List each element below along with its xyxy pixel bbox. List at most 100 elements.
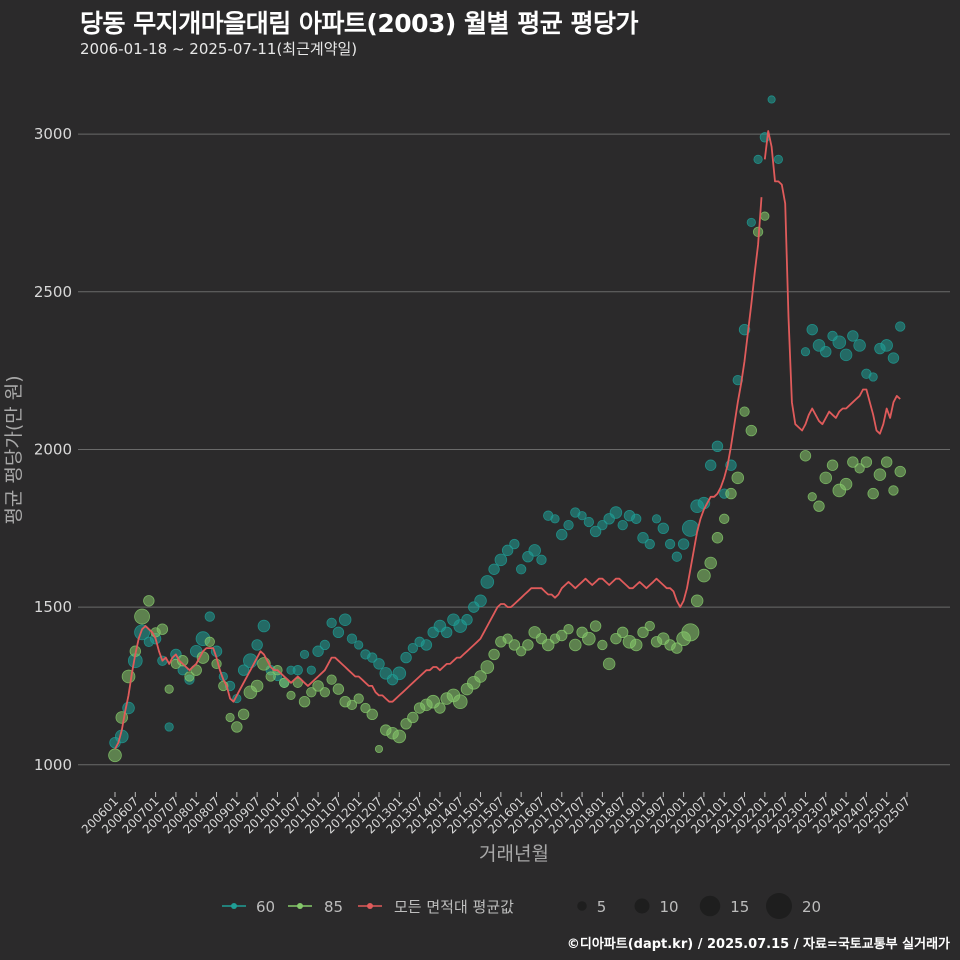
series-85-points xyxy=(108,211,906,763)
point-85-200903 xyxy=(237,708,250,721)
point-85-201801 xyxy=(597,639,608,651)
point-85-201709 xyxy=(582,631,596,646)
point-85-202201 xyxy=(760,211,770,221)
point-85-201205 xyxy=(366,708,378,721)
point-85-200709 xyxy=(176,655,189,667)
average-line-segment-1 xyxy=(763,130,901,435)
legend-label-85: 85 xyxy=(324,898,343,916)
point-85-202403 xyxy=(847,456,859,468)
point-60-202311 xyxy=(832,335,847,350)
point-60-201011 xyxy=(306,665,316,675)
point-85-201711 xyxy=(589,620,602,632)
point-60-200705 xyxy=(164,722,174,732)
point-85-201601 xyxy=(516,646,527,657)
point-85-201103 xyxy=(319,687,330,698)
point-60-201007 xyxy=(292,665,303,676)
point-85-201201 xyxy=(353,693,364,704)
size-legend-circle-15 xyxy=(699,895,721,917)
point-85-202411 xyxy=(873,468,887,481)
point-85-201903 xyxy=(644,620,655,632)
x-axis-title: 거래년월 xyxy=(479,843,549,865)
point-85-201901 xyxy=(637,626,649,639)
point-60-201009 xyxy=(299,649,310,660)
size-legend-circle-20 xyxy=(766,893,792,919)
point-60-201507 xyxy=(494,553,508,567)
point-85-201701 xyxy=(556,629,568,642)
point-60-201907 xyxy=(657,522,670,534)
chart-subtitle: 2006-01-18 ~ 2025-07-11(최근계약일) xyxy=(80,40,358,58)
point-85-200805 xyxy=(204,636,215,647)
point-60-201807 xyxy=(617,519,628,531)
y-tick-3000: 3000 xyxy=(34,125,72,143)
point-60-201805 xyxy=(609,506,623,519)
point-60-201711 xyxy=(589,525,602,538)
legend-label-average: 모든 면적대 평균값 xyxy=(394,898,514,916)
point-85-200703 xyxy=(156,623,169,635)
point-60-202303 xyxy=(806,323,818,336)
point-60-202109 xyxy=(746,217,756,228)
point-60-201611 xyxy=(550,514,560,524)
point-60-201811 xyxy=(631,513,642,524)
point-60-201605 xyxy=(528,544,541,557)
point-85-201511 xyxy=(508,639,521,651)
point-85-202407 xyxy=(860,456,873,468)
y-tick-2500: 2500 xyxy=(34,283,72,301)
point-60-200903 xyxy=(237,664,250,676)
point-85-202405 xyxy=(854,463,865,474)
source-caption: ©디아파트(dapt.kr) / 2025.07.15 / 자료=국토교통부 실… xyxy=(566,937,950,952)
point-85-202107 xyxy=(739,406,750,417)
point-60-201201 xyxy=(354,640,364,650)
size-legend-label-5: 5 xyxy=(597,898,607,916)
point-60-201105 xyxy=(326,617,337,629)
legend-label-60: 60 xyxy=(256,898,275,916)
point-85-201501 xyxy=(474,670,487,683)
point-85-201107 xyxy=(332,683,345,695)
point-85-201807 xyxy=(616,626,629,639)
point-60-201305 xyxy=(407,642,418,654)
point-85-201305 xyxy=(407,711,419,724)
point-60-201205 xyxy=(367,652,378,663)
size-legend-circle-10 xyxy=(634,898,650,914)
legend: 60 85 모든 면적대 평균값 5 10 15 20 xyxy=(222,893,821,919)
point-60-201703 xyxy=(563,519,574,531)
point-60-201111 xyxy=(346,633,358,644)
legend-item-60: 60 xyxy=(222,898,275,916)
point-85-202401 xyxy=(839,477,853,491)
point-85-202103 xyxy=(725,487,737,500)
point-60-201707 xyxy=(577,511,587,521)
point-60-201109 xyxy=(338,613,352,626)
size-legend-label-10: 10 xyxy=(660,898,679,916)
point-60-201911 xyxy=(671,551,682,562)
point-85-201301 xyxy=(392,729,407,744)
y-tick-1000: 1000 xyxy=(34,756,72,774)
point-85-201803 xyxy=(602,657,616,671)
average-line-segment-0 xyxy=(114,197,763,750)
point-85-202007 xyxy=(697,568,711,583)
point-85-201603 xyxy=(522,639,534,651)
point-60-202501 xyxy=(880,339,893,352)
point-85-202105 xyxy=(731,471,745,485)
point-60-201505 xyxy=(488,563,500,575)
point-60-201101 xyxy=(312,645,324,657)
point-85-202301 xyxy=(799,450,812,462)
y-tick-1500: 1500 xyxy=(34,598,72,616)
point-85-202505 xyxy=(894,465,906,478)
point-60-202505 xyxy=(895,321,906,332)
point-60-201909 xyxy=(664,538,676,550)
point-60-201501 xyxy=(474,594,487,608)
point-85-201003 xyxy=(279,677,290,688)
point-60-202205 xyxy=(773,154,783,164)
point-60-201709 xyxy=(583,516,594,528)
point-60-202307 xyxy=(820,346,832,358)
point-60-201905 xyxy=(651,514,662,524)
point-60-202011 xyxy=(711,440,724,453)
series-60-points xyxy=(109,95,906,749)
point-60-201701 xyxy=(556,528,568,541)
point-85-202011 xyxy=(711,532,724,544)
point-60-200609 xyxy=(134,624,150,641)
point-85-200907 xyxy=(250,679,264,693)
point-60-201511 xyxy=(509,538,520,550)
point-60-202403 xyxy=(847,330,859,342)
point-60-201903 xyxy=(644,538,655,550)
